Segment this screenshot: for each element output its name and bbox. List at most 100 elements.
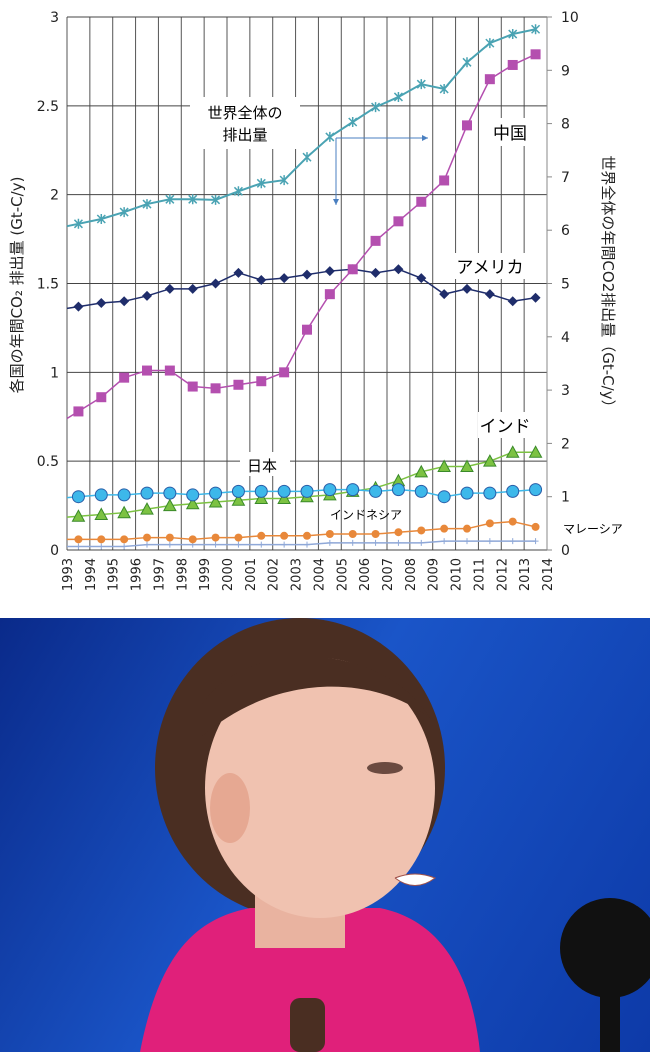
data-point [165, 194, 175, 205]
x-tick-label: 2012 [495, 558, 510, 591]
x-tick-label: 2013 [518, 558, 533, 591]
data-point [164, 365, 175, 376]
x-tick-label: 1994 [84, 558, 99, 591]
data-point [302, 324, 312, 335]
data-point [254, 484, 268, 498]
data-point [530, 292, 541, 303]
data-point [185, 496, 200, 510]
data-point [462, 283, 472, 294]
data-point [484, 74, 495, 85]
data-point [304, 541, 310, 548]
y-tick-label: 1 [50, 365, 59, 381]
series-line [67, 540, 536, 548]
x-tick-label: 2000 [221, 558, 236, 591]
data-point [393, 264, 404, 275]
data-point [414, 484, 428, 498]
data-point [394, 528, 403, 537]
data-point [508, 517, 517, 526]
data-point [325, 131, 335, 142]
data-point [348, 117, 358, 128]
data-point [302, 152, 312, 163]
x-tick-label: 1999 [198, 558, 213, 591]
series-line [66, 53, 536, 420]
x-tick-label: 2002 [267, 558, 282, 591]
data-point [254, 491, 269, 504]
data-point [94, 488, 108, 502]
data-point [277, 491, 291, 504]
x-tick-label: 1995 [107, 558, 122, 591]
data-point [117, 488, 131, 502]
data-point [233, 379, 244, 390]
data-point [94, 507, 109, 520]
data-point [416, 79, 426, 90]
data-point [437, 459, 451, 472]
data-point [121, 543, 128, 550]
data-point [300, 484, 314, 498]
co2-emissions-chart: 1993 1994 1995 1996 1997 1998 1999 2000 2001 2002… [8, 10, 623, 591]
data-point [73, 301, 84, 312]
data-point [441, 538, 448, 545]
data-point [208, 494, 223, 508]
data-point [531, 24, 541, 35]
data-point [235, 541, 242, 548]
data-point [75, 543, 82, 550]
data-point [440, 524, 449, 533]
data-point [186, 488, 200, 502]
x-tick-label: 2007 [381, 558, 396, 591]
data-point [258, 541, 265, 548]
data-point [395, 539, 402, 546]
data-point [486, 538, 493, 545]
data-point [347, 264, 358, 275]
data-point [346, 483, 360, 497]
data-point [439, 175, 450, 186]
data-point [505, 445, 520, 458]
data-point [71, 490, 85, 504]
data-point [119, 372, 130, 383]
y2-tick-label: 0 [561, 543, 570, 559]
data-point [507, 59, 518, 70]
y-axis-label-right: 世界全体の年間CO2排出量（Gt-C/y） [599, 155, 617, 414]
data-point [326, 539, 333, 546]
data-point [188, 535, 197, 544]
data-point [166, 541, 173, 548]
data-point [324, 266, 335, 277]
data-point [231, 493, 246, 506]
x-tick-label: 1993 [61, 558, 76, 591]
data-point [418, 539, 425, 546]
data-point [142, 365, 152, 376]
data-point [97, 535, 106, 544]
data-point [256, 376, 267, 387]
data-point [234, 533, 243, 542]
annotation-india: インド [480, 417, 531, 437]
x-tick-label: 2010 [450, 558, 465, 591]
data-point [460, 486, 474, 500]
annotation-malaysia: マレーシア [563, 522, 623, 536]
x-tick-label: 2004 [312, 558, 327, 591]
photo-speaker [0, 618, 650, 1052]
data-point [371, 530, 380, 539]
x-tick-label: 2014 [541, 558, 556, 591]
x-tick-label: 1998 [175, 558, 190, 591]
series-line [67, 520, 536, 541]
x-tick-label: 2003 [290, 558, 305, 591]
x-tick-label: 2009 [427, 558, 442, 591]
data-point [211, 194, 221, 205]
data-point [462, 120, 472, 131]
data-point [528, 445, 543, 458]
data-point [209, 486, 223, 500]
data-point [210, 278, 221, 289]
data-point [483, 486, 497, 500]
y2-tick-label: 10 [561, 10, 579, 26]
data-point [143, 533, 151, 542]
annotation-usa: アメリカ [456, 258, 523, 278]
data-point [485, 519, 494, 528]
x-tick-label: 1996 [130, 558, 145, 591]
data-point [231, 484, 245, 498]
y-tick-label: 0.5 [37, 454, 59, 470]
annotation-world: 世界全体の [207, 104, 282, 122]
series-line [66, 488, 536, 499]
data-point [532, 538, 539, 545]
data-point [464, 538, 470, 545]
data-point [257, 531, 266, 540]
data-point [277, 484, 291, 498]
